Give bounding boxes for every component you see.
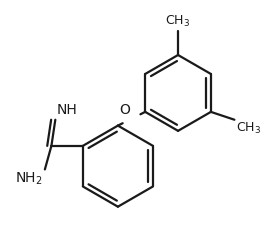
Text: NH: NH [57,103,77,117]
Text: NH$_2$: NH$_2$ [14,171,42,187]
Text: CH$_3$: CH$_3$ [165,14,191,29]
Text: O: O [119,103,130,117]
Text: CH$_3$: CH$_3$ [236,121,261,136]
